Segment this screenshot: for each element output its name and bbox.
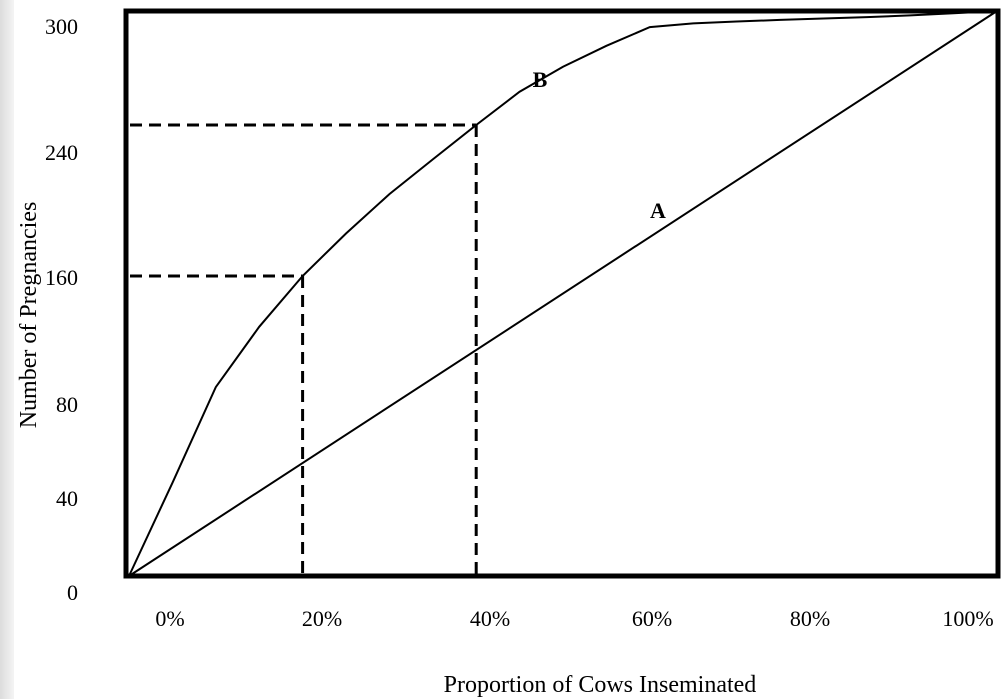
x-tick-labels: 0% 20% 40% 60% 80% 100% bbox=[155, 606, 993, 631]
x-tick-label: 20% bbox=[302, 606, 342, 631]
x-tick-label: 60% bbox=[632, 606, 672, 631]
y-tick-label: 40 bbox=[56, 486, 78, 511]
y-tick-labels: 0 40 80 160 240 300 bbox=[45, 14, 78, 605]
y-tick-label: 300 bbox=[45, 14, 78, 39]
series-layer bbox=[128, 10, 998, 577]
y-tick-label: 80 bbox=[56, 392, 78, 417]
series-label-b: B bbox=[533, 67, 548, 92]
x-tick-label: 40% bbox=[470, 606, 510, 631]
series-line-b bbox=[128, 10, 998, 577]
x-tick-label: 80% bbox=[790, 606, 830, 631]
series-line-a bbox=[128, 10, 998, 577]
left-edge-strip bbox=[0, 0, 14, 699]
series-label-a: A bbox=[650, 198, 666, 223]
x-tick-label: 0% bbox=[155, 606, 184, 631]
series-labels: AB bbox=[533, 67, 666, 223]
x-tick-label: 100% bbox=[942, 606, 993, 631]
plot-frame bbox=[123, 8, 1001, 579]
y-tick-label: 160 bbox=[45, 265, 78, 290]
y-tick-label: 240 bbox=[45, 140, 78, 165]
reference-lines bbox=[130, 123, 478, 574]
x-axis-title: Proportion of Cows Inseminated bbox=[444, 672, 757, 698]
y-tick-label: 0 bbox=[67, 580, 78, 605]
y-axis-title: Number of Pregnancies bbox=[16, 202, 42, 429]
